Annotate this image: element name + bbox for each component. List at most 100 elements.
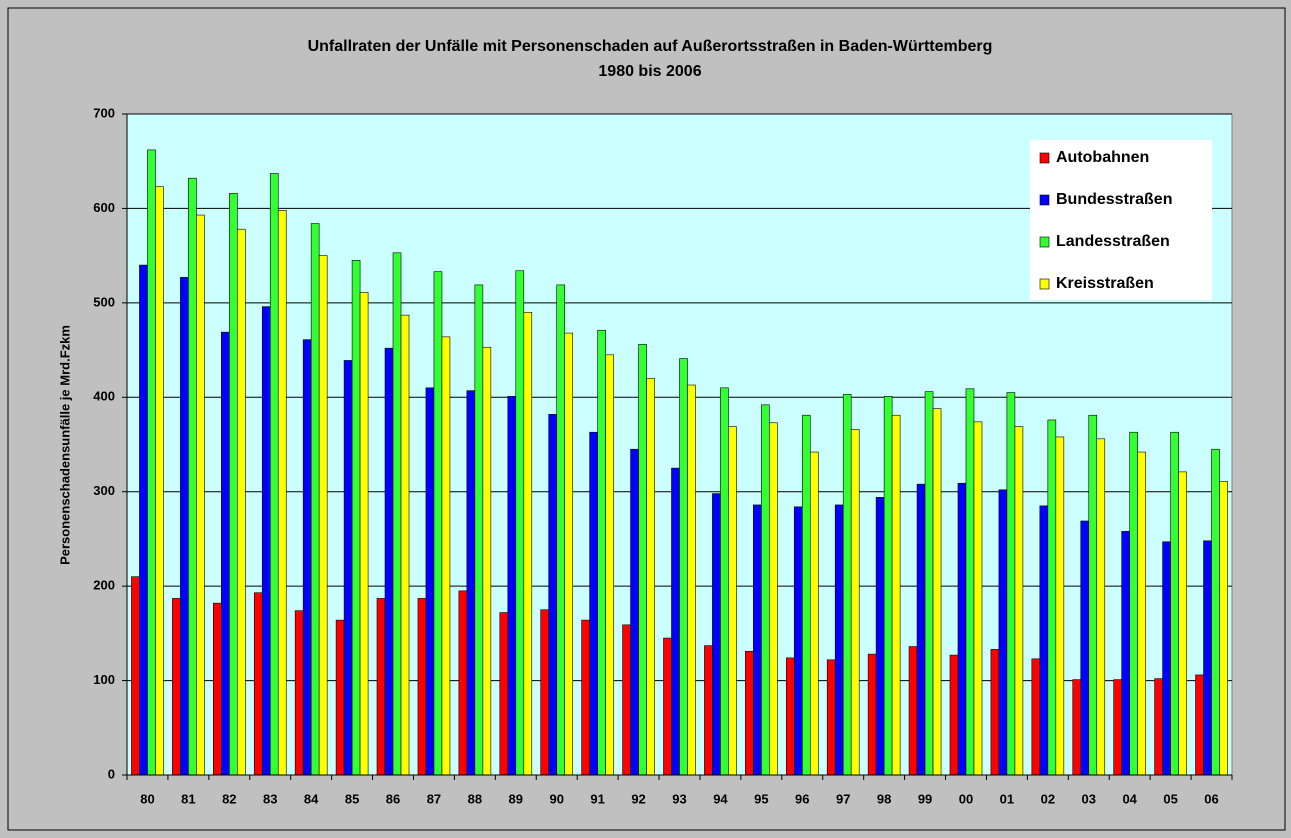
bar bbox=[294, 610, 304, 776]
bar bbox=[687, 384, 696, 776]
bar bbox=[131, 576, 140, 776]
y-tick-label: 100 bbox=[93, 672, 115, 687]
bar bbox=[949, 654, 959, 776]
bar bbox=[679, 358, 688, 776]
bar bbox=[269, 173, 279, 776]
legend-swatch bbox=[1039, 152, 1050, 164]
bar bbox=[867, 653, 877, 776]
bar bbox=[523, 311, 533, 776]
bar bbox=[908, 646, 918, 776]
x-tick-label: 88 bbox=[468, 791, 482, 806]
bar bbox=[548, 413, 558, 776]
x-tick-label: 04 bbox=[1122, 791, 1137, 806]
bar bbox=[515, 270, 525, 776]
bar bbox=[1031, 658, 1041, 776]
bar bbox=[605, 354, 614, 776]
x-tick-label: 87 bbox=[427, 791, 441, 806]
bar bbox=[1072, 679, 1082, 776]
bar bbox=[785, 657, 795, 776]
bar bbox=[351, 260, 361, 776]
bar bbox=[581, 619, 590, 776]
bar bbox=[417, 598, 427, 776]
bar bbox=[302, 339, 312, 776]
x-tick-label: 99 bbox=[918, 791, 932, 806]
y-tick-label: 300 bbox=[93, 483, 115, 498]
x-tick-label: 90 bbox=[549, 791, 563, 806]
bar bbox=[589, 431, 598, 776]
bar bbox=[343, 360, 353, 776]
bar bbox=[826, 659, 836, 776]
bar bbox=[1088, 414, 1098, 776]
bar bbox=[1162, 541, 1171, 776]
bar bbox=[883, 396, 893, 776]
bar bbox=[458, 590, 468, 776]
bar bbox=[1006, 392, 1016, 776]
y-tick-label: 200 bbox=[93, 578, 115, 593]
bar bbox=[965, 388, 975, 776]
bar bbox=[1195, 674, 1204, 776]
x-tick-label: 91 bbox=[590, 791, 604, 806]
bar bbox=[875, 497, 885, 776]
bar bbox=[172, 598, 181, 776]
bar bbox=[139, 264, 148, 776]
bar bbox=[188, 177, 197, 776]
bar bbox=[646, 378, 655, 776]
bar bbox=[842, 394, 852, 776]
bar bbox=[597, 329, 606, 776]
bar bbox=[1047, 419, 1057, 776]
y-axis-label: Personenschadensunfälle je Mrd.Fzkm bbox=[57, 325, 72, 565]
bar bbox=[213, 602, 222, 776]
bar bbox=[310, 223, 320, 776]
x-tick-label: 97 bbox=[836, 791, 850, 806]
bar bbox=[253, 592, 263, 776]
bar bbox=[622, 624, 631, 776]
bar bbox=[720, 387, 729, 776]
x-tick-label: 00 bbox=[959, 791, 973, 806]
x-tick-label: 89 bbox=[509, 791, 523, 806]
x-tick-label: 83 bbox=[263, 791, 277, 806]
bar bbox=[753, 504, 762, 776]
legend-box bbox=[1030, 140, 1212, 300]
bar bbox=[1113, 679, 1122, 776]
x-tick-label: 92 bbox=[631, 791, 645, 806]
bar bbox=[392, 252, 402, 776]
legend-swatch bbox=[1039, 194, 1050, 206]
chart-subtitle: 1980 bis 2006 bbox=[598, 63, 701, 80]
bar bbox=[147, 149, 156, 776]
bar bbox=[793, 506, 803, 776]
bar bbox=[261, 306, 271, 776]
x-tick-label: 98 bbox=[877, 791, 891, 806]
y-tick-label: 0 bbox=[108, 766, 115, 781]
y-tick-label: 400 bbox=[93, 389, 115, 404]
bar bbox=[1014, 426, 1024, 776]
bar bbox=[376, 598, 386, 776]
x-tick-label: 85 bbox=[345, 791, 359, 806]
x-tick-label: 81 bbox=[181, 791, 195, 806]
bar bbox=[1178, 471, 1187, 776]
bar bbox=[155, 186, 164, 776]
bar bbox=[834, 504, 844, 776]
x-tick-label: 05 bbox=[1163, 791, 1177, 806]
bar bbox=[277, 210, 287, 776]
bar bbox=[1055, 436, 1065, 776]
bar bbox=[916, 483, 926, 776]
bar bbox=[704, 645, 713, 776]
y-tick-label: 600 bbox=[93, 200, 115, 215]
bar bbox=[196, 214, 205, 776]
x-tick-label: 03 bbox=[1082, 791, 1096, 806]
y-tick-label: 700 bbox=[93, 105, 115, 120]
bar bbox=[359, 292, 369, 776]
legend-label: Autobahnen bbox=[1056, 149, 1149, 166]
x-tick-label: 01 bbox=[1000, 791, 1014, 806]
legend-swatch bbox=[1039, 278, 1050, 290]
bar bbox=[540, 609, 550, 776]
bar bbox=[1137, 451, 1146, 776]
bar bbox=[1203, 540, 1212, 776]
bar bbox=[180, 277, 189, 776]
bar bbox=[638, 344, 647, 776]
bar bbox=[384, 347, 394, 776]
legend-label: Kreisstraßen bbox=[1056, 275, 1154, 292]
x-tick-label: 93 bbox=[672, 791, 686, 806]
bar bbox=[745, 650, 754, 776]
